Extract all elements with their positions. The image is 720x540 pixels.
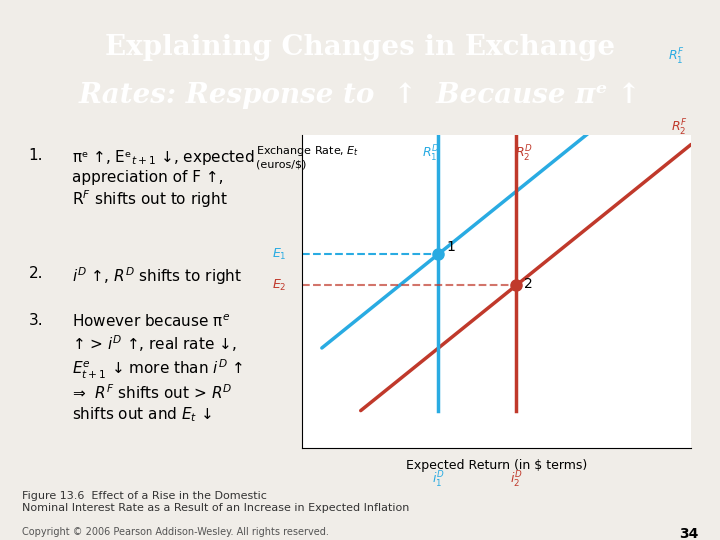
Text: $R_2^D$: $R_2^D$ [515, 144, 533, 165]
Text: $i_2^D$: $i_2^D$ [510, 470, 523, 490]
Text: 1.: 1. [29, 148, 43, 163]
X-axis label: Expected Return (in $ terms): Expected Return (in $ terms) [406, 460, 588, 472]
Text: However because π$^e$
↑ > $i^D$ ↑, real rate ↓,
$E^e_{t+1}$ ↓ more than $i^D$ ↑
: However because π$^e$ ↑ > $i^D$ ↑, real … [72, 313, 243, 424]
Text: $R_2^F$: $R_2^F$ [670, 118, 688, 138]
Text: πᵉ ↑, Eᵉ$_{t+1}$ ↓, expected
appreciation of F ↑,
R$^F$ shifts out to right: πᵉ ↑, Eᵉ$_{t+1}$ ↓, expected appreciatio… [72, 148, 254, 210]
Text: $E_1$: $E_1$ [272, 246, 287, 261]
Text: Exchange Rate, $E_t$
(euros/$): Exchange Rate, $E_t$ (euros/$) [256, 144, 359, 170]
Text: 34: 34 [679, 527, 698, 540]
Text: 2: 2 [524, 278, 533, 292]
Text: 3.: 3. [29, 313, 43, 328]
Text: 2.: 2. [29, 266, 43, 281]
Text: $R_1^D$: $R_1^D$ [422, 144, 440, 165]
Text: Figure 13.6  Effect of a Rise in the Domestic
Nominal Interest Rate as a Result : Figure 13.6 Effect of a Rise in the Dome… [22, 491, 409, 513]
Text: $R_1^F$: $R_1^F$ [668, 46, 685, 67]
Text: Copyright © 2006 Pearson Addison-Wesley. All rights reserved.: Copyright © 2006 Pearson Addison-Wesley.… [22, 527, 328, 537]
Text: Rates: Response to  ↑  Because πᵉ ↑: Rates: Response to ↑ Because πᵉ ↑ [78, 82, 642, 109]
Text: 1: 1 [446, 240, 455, 254]
Text: $i_1^D$: $i_1^D$ [432, 470, 445, 490]
Text: Explaining Changes in Exchange: Explaining Changes in Exchange [105, 34, 615, 61]
Text: $E_2$: $E_2$ [272, 278, 287, 293]
Text: $i^D$ ↑, $R^D$ shifts to right: $i^D$ ↑, $R^D$ shifts to right [72, 266, 242, 287]
